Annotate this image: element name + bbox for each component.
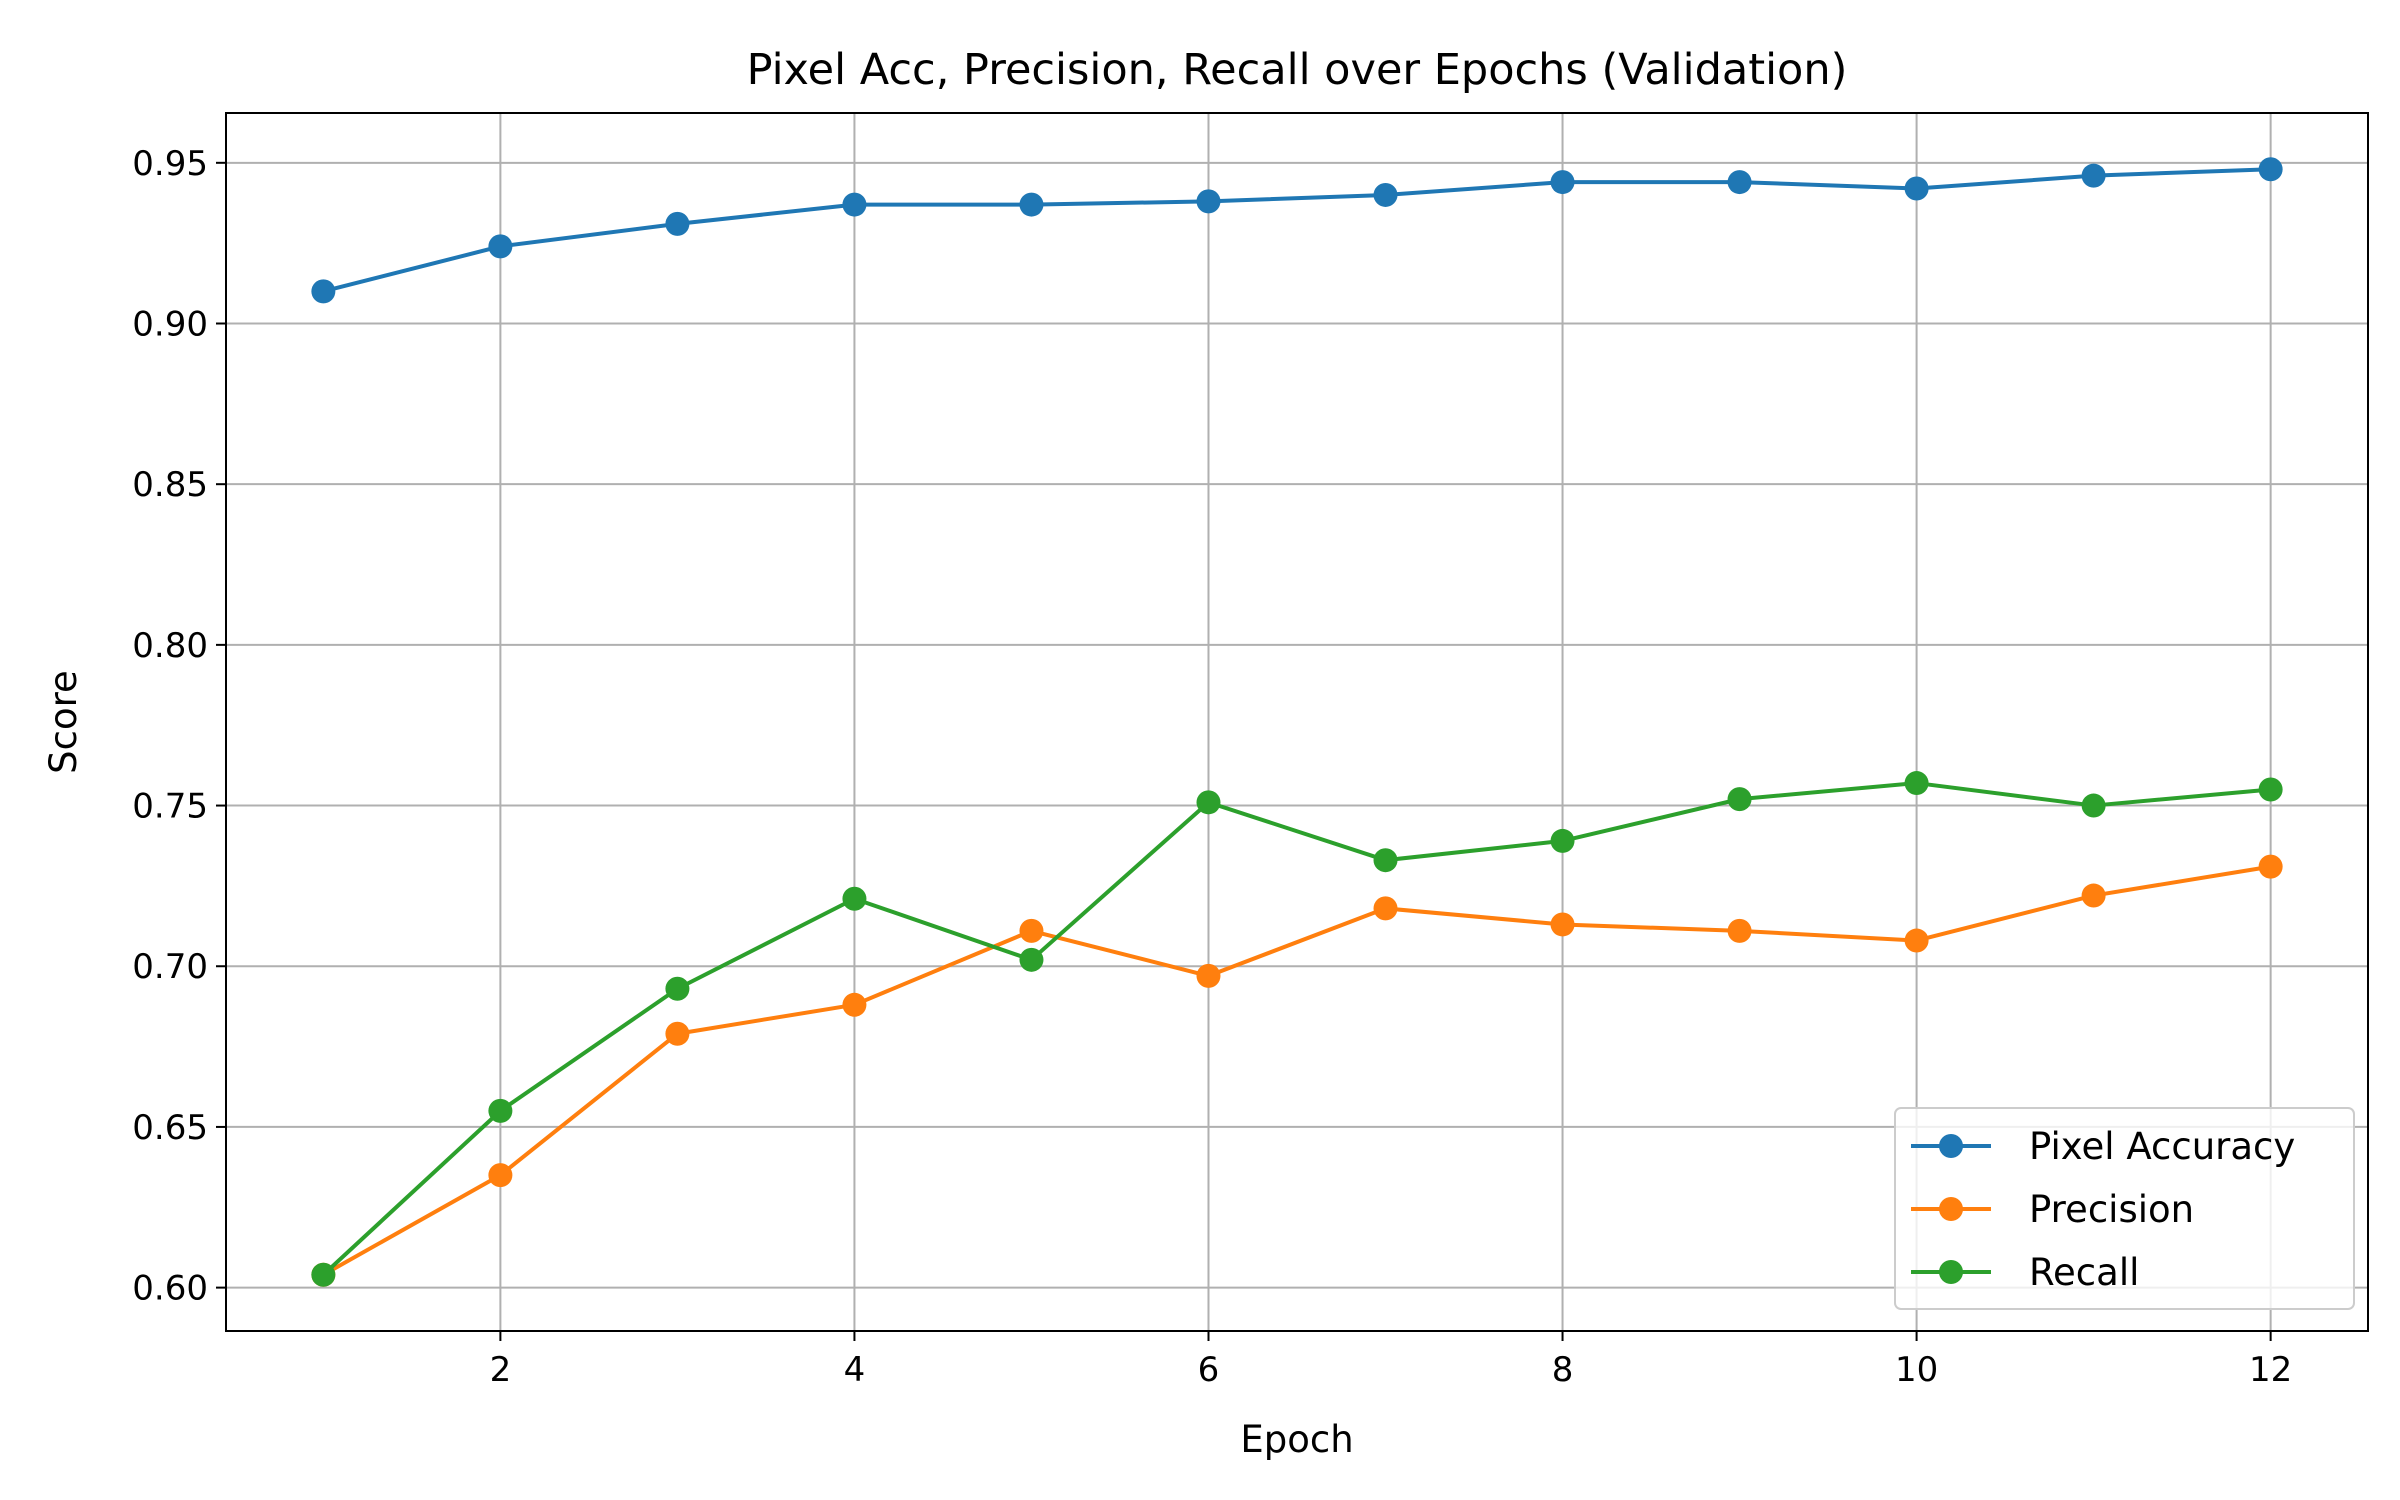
data-point-precision [1019,918,1044,943]
y-tick-label: 0.90 [132,304,208,344]
data-point-recall [488,1098,513,1123]
series-pixel-accuracy [311,157,2283,304]
y-tick-label: 0.65 [132,1108,208,1148]
series-line-pixel-accuracy [322,167,2271,294]
legend-label: Recall [2029,1251,2139,1294]
grid-lines [226,113,2368,1331]
x-tick-label: 12 [2249,1350,2292,1390]
data-point-recall [1196,790,1221,815]
y-tick-label: 0.70 [132,947,208,987]
data-point-pixel-accuracy [842,192,867,217]
data-point-precision [1373,896,1398,921]
data-point-precision [842,992,867,1017]
data-point-recall [1727,787,1752,812]
data-point-pixel-accuracy [2258,157,2283,182]
data-point-pixel-accuracy [1373,182,1398,207]
series-precision [311,854,2283,1287]
data-point-recall [1019,947,1044,972]
x-tick-label: 4 [844,1350,866,1390]
axis-ticks: 2 4 6 8 10 12 0.60 0.65 0.70 0.75 0.80 0.85 0.90 0.95 [132,144,2292,1390]
legend: Pixel Accuracy Precision Recall [1894,1107,2355,1310]
data-point-precision [1727,918,1752,943]
data-point-precision [488,1163,513,1188]
x-axis-label: Epoch [1240,1418,1353,1461]
data-point-recall [1904,771,1929,796]
x-tick-label: 6 [1198,1350,1220,1390]
y-tick-label: 0.60 [132,1269,208,1309]
data-point-recall [2258,777,2283,802]
data-point-precision [2258,854,2283,879]
data-point-pixel-accuracy [1550,170,1575,195]
data-point-pixel-accuracy [665,211,690,236]
data-point-pixel-accuracy [2081,163,2106,188]
data-point-pixel-accuracy [488,234,513,259]
data-point-pixel-accuracy [1727,170,1752,195]
legend-label: Precision [2029,1188,2194,1231]
legend-item-precision: Precision [1911,1188,2194,1231]
x-tick-label: 2 [490,1350,512,1390]
y-tick-label: 0.75 [132,787,208,827]
y-tick-label: 0.85 [132,465,208,505]
data-point-pixel-accuracy [1019,192,1044,217]
data-point-recall [842,886,867,911]
axes-frame [225,112,2369,1332]
legend-marker [1939,1197,1963,1221]
data-point-precision [2081,883,2106,908]
y-axis-label: Score [42,670,85,774]
data-point-recall [1550,828,1575,853]
data-point-recall [2081,793,2106,818]
series-line-precision [322,864,2271,1277]
series-layer [311,157,2283,1287]
x-tick-label: 8 [1552,1350,1574,1390]
x-tick-label: 10 [1895,1350,1938,1390]
y-tick-label: 0.80 [132,626,208,666]
data-point-precision [1550,912,1575,937]
data-point-precision [1904,928,1929,953]
data-point-precision [1196,963,1221,988]
series-line-recall [322,781,2271,1277]
chart-title: Pixel Acc, Precision, Recall over Epochs… [747,45,1848,95]
data-point-recall [1373,848,1398,873]
legend-box [1894,1107,2355,1310]
data-point-recall [665,976,690,1001]
legend-item-pixel-accuracy: Pixel Accuracy [1911,1125,2295,1168]
data-point-pixel-accuracy [1196,189,1221,214]
legend-label: Pixel Accuracy [2029,1125,2295,1168]
legend-marker [1939,1260,1963,1284]
series-recall [311,771,2283,1287]
legend-item-recall: Recall [1911,1251,2139,1294]
data-point-pixel-accuracy [1904,176,1929,201]
data-point-recall [311,1262,336,1287]
y-tick-label: 0.95 [132,144,208,184]
data-point-precision [665,1021,690,1046]
legend-marker [1939,1134,1963,1158]
data-point-pixel-accuracy [311,279,336,304]
